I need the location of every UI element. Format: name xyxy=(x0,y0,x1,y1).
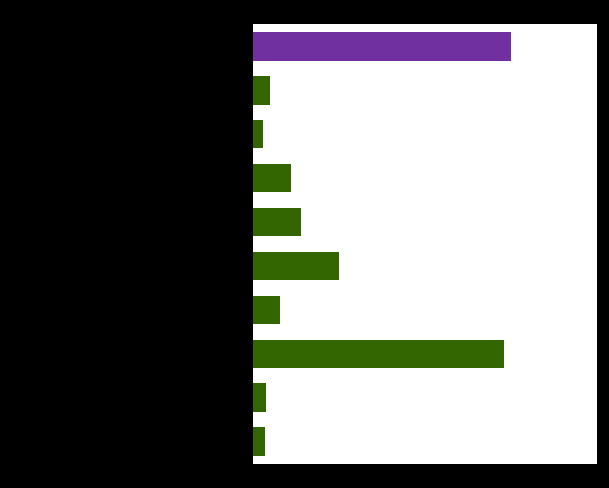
Bar xyxy=(253,76,270,104)
Bar xyxy=(253,208,301,236)
Bar xyxy=(253,296,280,324)
Bar xyxy=(253,384,267,412)
Bar xyxy=(253,32,511,61)
Bar xyxy=(253,120,263,148)
Bar xyxy=(253,340,504,368)
Bar xyxy=(253,252,339,280)
Bar xyxy=(253,164,290,192)
Bar xyxy=(253,427,265,456)
